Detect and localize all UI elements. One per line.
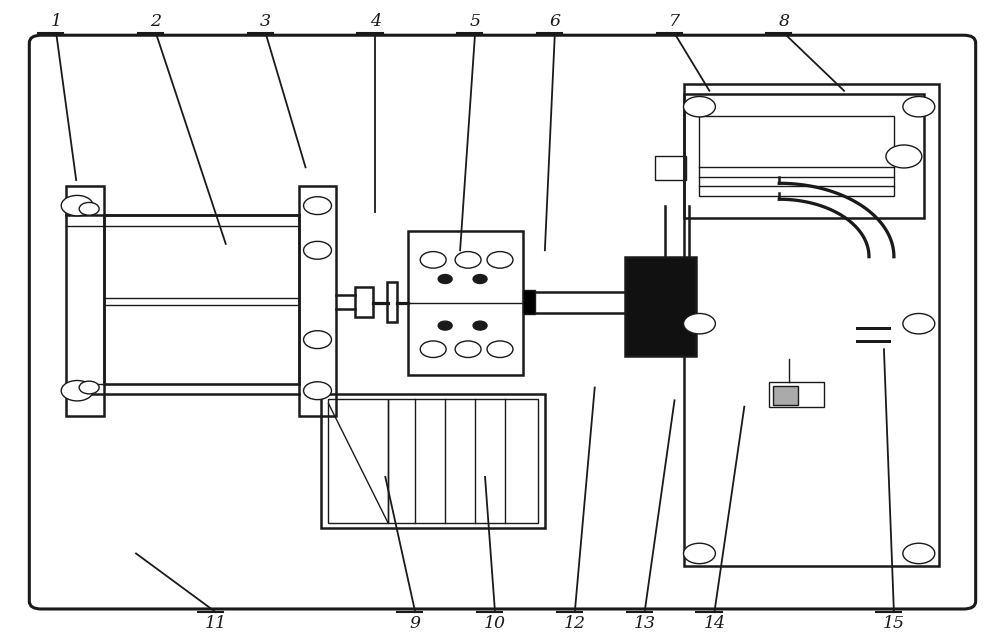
Circle shape <box>487 341 513 358</box>
Bar <box>523 290 535 314</box>
Text: 1: 1 <box>51 13 62 30</box>
Circle shape <box>473 274 487 283</box>
Text: 14: 14 <box>703 615 725 633</box>
Bar <box>625 256 696 356</box>
Text: 6: 6 <box>549 13 560 30</box>
Text: 11: 11 <box>205 615 227 633</box>
Circle shape <box>61 381 93 401</box>
Circle shape <box>79 381 99 394</box>
Circle shape <box>683 543 715 563</box>
Bar <box>299 187 336 416</box>
Circle shape <box>455 251 481 268</box>
Bar <box>355 287 373 317</box>
Circle shape <box>438 321 452 330</box>
Bar <box>699 116 894 196</box>
Text: 9: 9 <box>410 615 421 633</box>
Circle shape <box>903 313 935 334</box>
Circle shape <box>304 197 331 215</box>
Bar <box>320 394 545 528</box>
Circle shape <box>61 196 93 216</box>
Circle shape <box>304 242 331 259</box>
Text: 8: 8 <box>779 13 790 30</box>
Bar <box>104 215 299 385</box>
Circle shape <box>886 145 922 168</box>
Bar <box>408 231 523 375</box>
Text: 3: 3 <box>260 13 271 30</box>
Circle shape <box>304 382 331 399</box>
Circle shape <box>903 543 935 563</box>
Circle shape <box>683 313 715 334</box>
Bar <box>388 399 538 524</box>
Circle shape <box>487 251 513 268</box>
Circle shape <box>455 341 481 358</box>
Bar <box>769 383 824 406</box>
Circle shape <box>304 331 331 349</box>
Circle shape <box>420 251 446 268</box>
Text: 5: 5 <box>470 13 481 30</box>
Bar <box>387 282 397 322</box>
Bar <box>66 187 104 416</box>
Bar <box>655 156 686 180</box>
Circle shape <box>79 203 99 215</box>
Circle shape <box>438 274 452 283</box>
Text: 7: 7 <box>669 13 680 30</box>
Text: 4: 4 <box>370 13 381 30</box>
Bar <box>328 399 388 524</box>
Text: 10: 10 <box>484 615 506 633</box>
Text: 12: 12 <box>564 615 586 633</box>
Circle shape <box>683 97 715 117</box>
Circle shape <box>420 341 446 358</box>
Text: 2: 2 <box>150 13 161 30</box>
FancyBboxPatch shape <box>29 35 976 609</box>
Circle shape <box>473 321 487 330</box>
Circle shape <box>903 97 935 117</box>
Bar <box>684 94 924 219</box>
Bar <box>684 85 939 566</box>
Text: 15: 15 <box>883 615 905 633</box>
Bar <box>773 386 798 404</box>
Text: 13: 13 <box>634 615 656 633</box>
